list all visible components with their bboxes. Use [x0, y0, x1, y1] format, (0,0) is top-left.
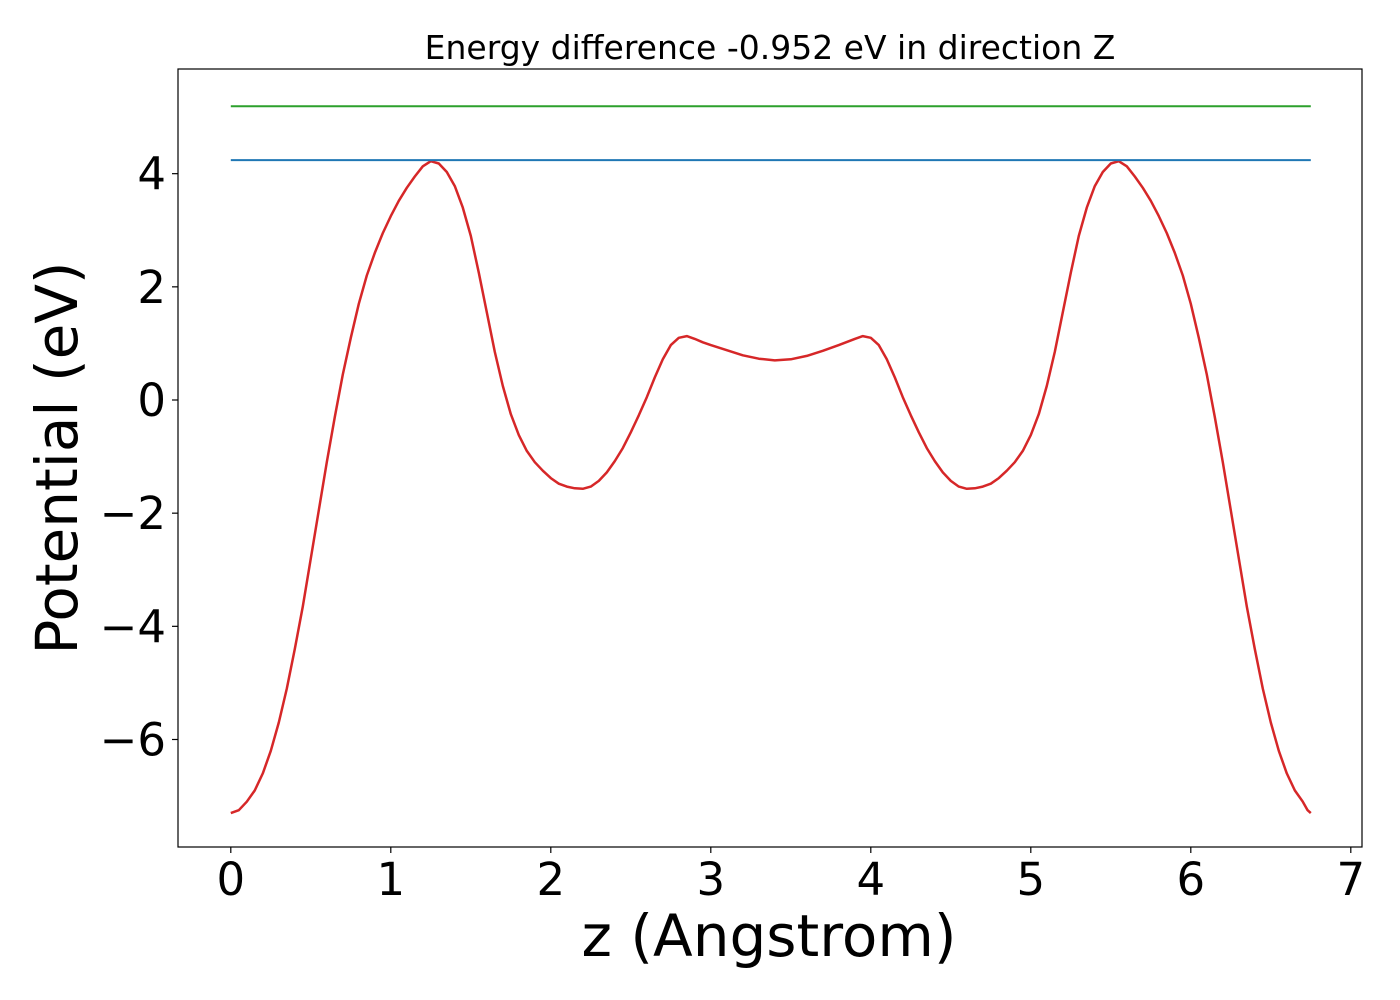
x-tick-label: 6: [1176, 853, 1205, 906]
plot-frame: [177, 68, 1363, 848]
x-axis: 0 1 2 3 4 5 6 7: [216, 847, 1365, 906]
x-tick-label: 2: [536, 853, 565, 906]
x-tick-label: 1: [376, 853, 405, 906]
y-tick-label: 4: [137, 148, 166, 201]
y-tick-label: −2: [100, 487, 166, 540]
y-tick-label: 2: [137, 261, 166, 314]
x-tick-label: 5: [1016, 853, 1045, 906]
x-tick-label: 0: [216, 853, 245, 906]
y-tick-label: −6: [100, 713, 166, 766]
y-axis-label: Potential (eV): [23, 261, 91, 654]
y-axis: −6 −4 −2 0 2 4: [100, 148, 178, 766]
x-tick-label: 4: [856, 853, 885, 906]
x-axis-label: z (Angstrom): [582, 902, 957, 970]
series-line-0: [230, 159, 1312, 815]
x-tick-label: 3: [696, 853, 725, 906]
y-tick-label: 0: [137, 374, 166, 427]
chart-title: Energy difference -0.952 eV in direction…: [425, 28, 1116, 67]
y-tick-label: −4: [100, 600, 166, 653]
x-tick-label: 7: [1336, 853, 1365, 906]
series-layer: [230, 105, 1312, 815]
